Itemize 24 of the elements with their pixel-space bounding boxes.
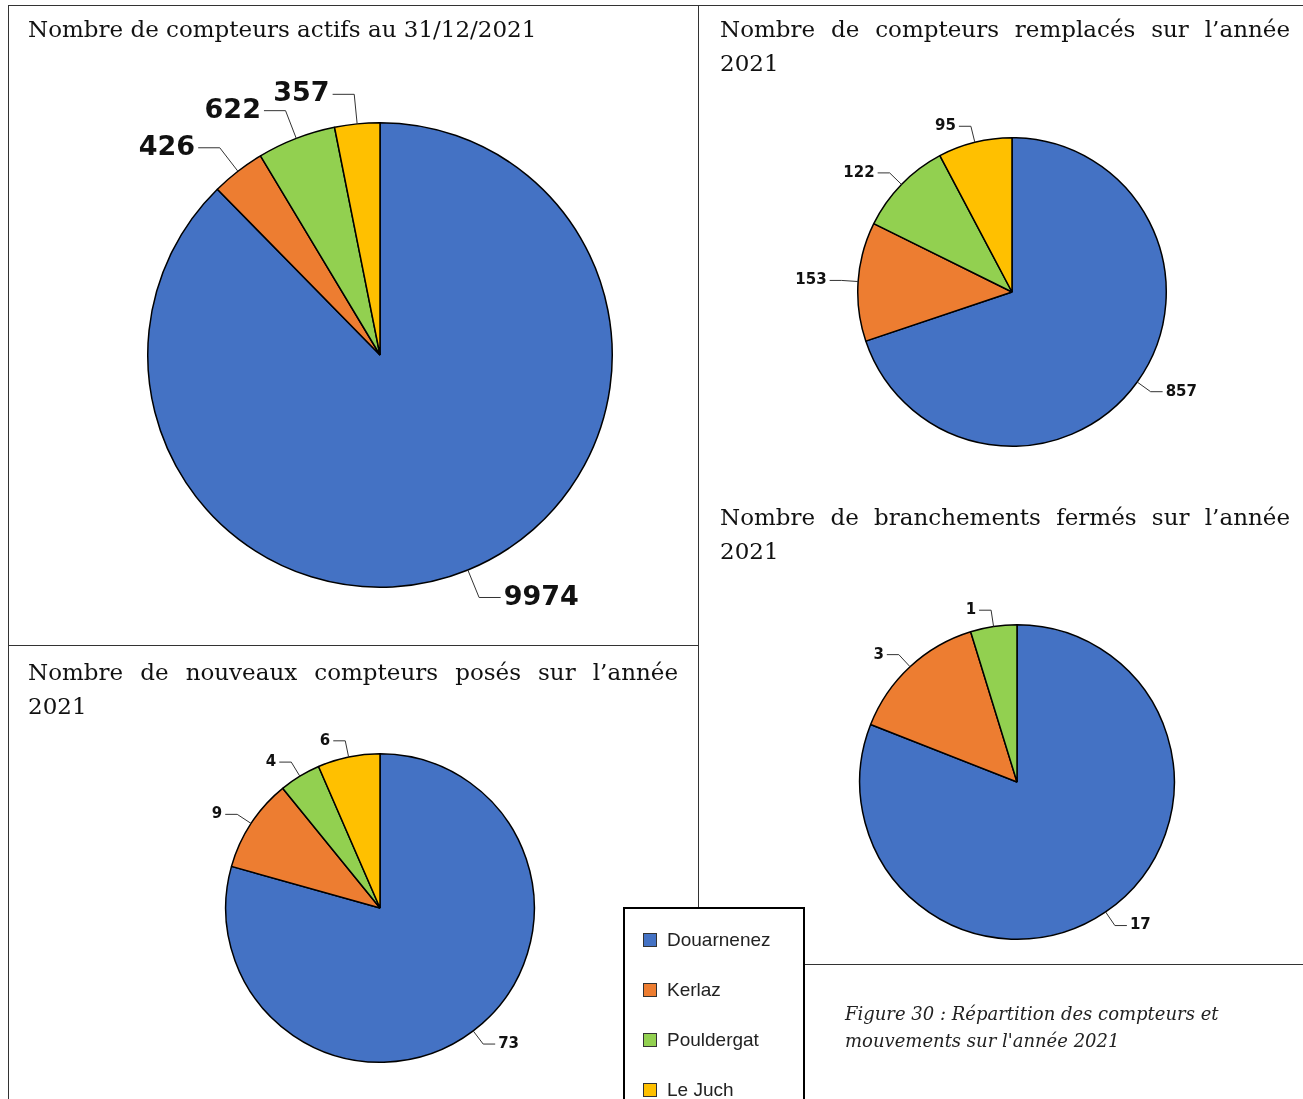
data-label: 122 <box>843 162 875 181</box>
legend-label: Douarnenez <box>667 929 771 951</box>
chart-title: Nombre de branchements fermés sur l’année 2021 <box>720 503 1290 566</box>
legend-label: Le Juch <box>667 1079 734 1099</box>
data-label: 9974 <box>503 579 579 611</box>
chart-title: Nombre de compteurs actifs au 31/12/2021 <box>28 15 538 44</box>
data-label: 6 <box>319 730 331 749</box>
data-label: 1 <box>965 600 977 619</box>
data-label: 95 <box>935 116 956 135</box>
data-label: 3 <box>873 644 884 663</box>
data-label: 857 <box>1165 381 1197 400</box>
data-label: 73 <box>498 1033 520 1052</box>
chart-title: Nombre de nouveaux compteurs posés sur l’année 2021 <box>28 658 678 721</box>
data-label: 9 <box>211 804 223 823</box>
legend-label: Kerlaz <box>667 979 721 1001</box>
data-label: 426 <box>138 129 196 161</box>
data-label: 4 <box>265 752 277 770</box>
legend-label: Pouldergat <box>667 1029 759 1051</box>
data-label: 357 <box>273 76 330 108</box>
data-label: 622 <box>204 92 261 124</box>
caption: Figure 30 : Répartition des compteurs et mouvements sur l'année 2021 <box>845 1002 1220 1053</box>
data-label: 17 <box>1129 915 1151 934</box>
data-label: 153 <box>795 270 827 289</box>
chart-title: Nombre de compteurs remplacés sur l’année 2021 <box>720 15 1290 78</box>
